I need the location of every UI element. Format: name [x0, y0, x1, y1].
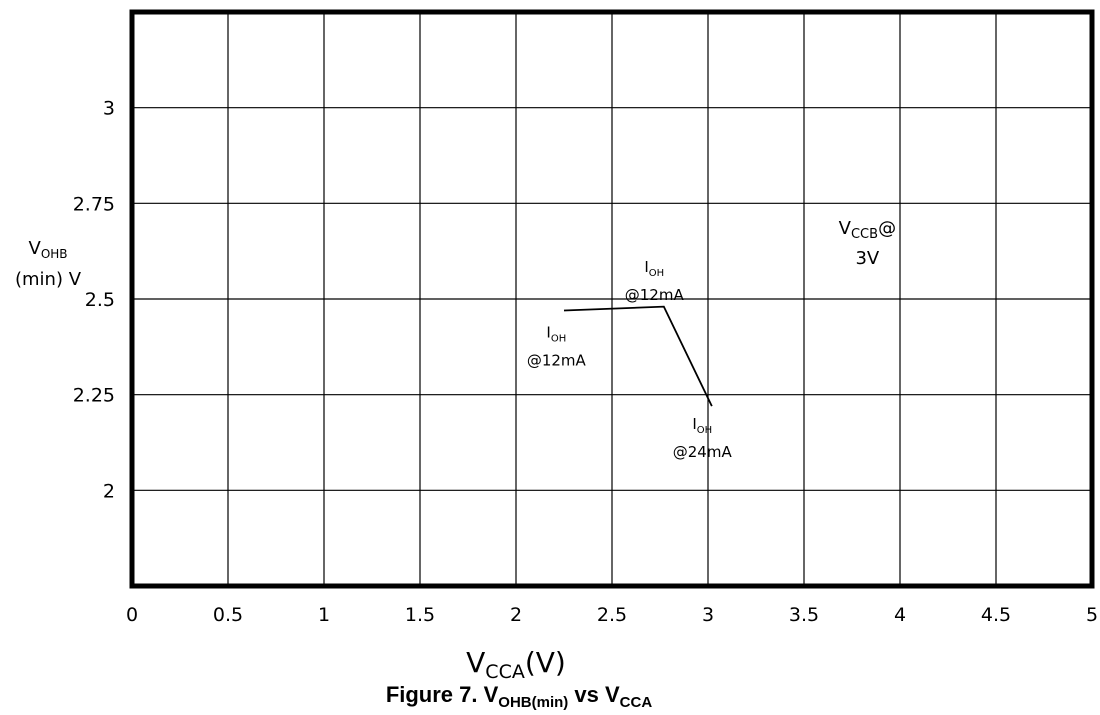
x-tick-label-3: 1.5 [405, 604, 435, 626]
ann-vccb-line1: VCCB@ [839, 218, 896, 242]
x-axis-label-sub: CCA [485, 661, 525, 683]
ann-vccb-line2: 3V [855, 248, 879, 269]
figure-caption: Figure 7. VOHB(min) vs VCCA [386, 682, 653, 711]
ann-ioh-12ma-upper-line2: @12mA [625, 286, 685, 304]
y-axis-label-line2: (min) V [15, 269, 82, 290]
x-tick-label-6: 3 [702, 604, 714, 626]
x-axis-label-main: V [466, 646, 485, 679]
x-axis-label-suffix: (V) [525, 646, 566, 679]
caption-mid: vs V [568, 682, 620, 707]
y-tick-label-3: 2.75 [73, 193, 115, 215]
x-tick-label-10: 5 [1086, 604, 1098, 626]
y-tick-label-2: 2.5 [85, 289, 115, 311]
ann-ioh-12ma-upper-line1: IOH [644, 258, 664, 279]
tick-labels: 0 0.5 1 1.5 2 2.5 3 3.5 4 4.5 5 2 2.25 2.5 2.75 3 [73, 98, 1098, 626]
ann-ioh-24ma-line1: IOH [692, 415, 712, 436]
x-tick-label-5: 2.5 [597, 604, 627, 626]
y-axis-label-sub: OHB [41, 247, 68, 261]
ann-ioh-12ma-lower-line1: IOH [546, 323, 566, 344]
y-tick-label-0: 2 [103, 480, 115, 502]
y-tick-label-1: 2.25 [73, 385, 115, 407]
x-tick-label-0: 0 [126, 604, 138, 626]
x-tick-label-7: 3.5 [789, 604, 819, 626]
caption-prefix: Figure 7. V [386, 682, 499, 707]
x-tick-label-9: 4.5 [981, 604, 1011, 626]
x-tick-label-1: 0.5 [213, 604, 243, 626]
y-axis-label: VOHB [28, 238, 67, 261]
y-axis-label-main: V [28, 238, 41, 259]
x-tick-label-2: 1 [318, 604, 330, 626]
series-lines [563, 305, 713, 407]
ann-ioh-24ma-line2: @24mA [673, 443, 733, 461]
x-tick-label-4: 2 [510, 604, 522, 626]
annotations: VCCB@ 3V IOH @12mA IOH @12mA IOH @24mA [527, 218, 896, 461]
ann-ioh-12ma-lower-line2: @12mA [527, 351, 587, 369]
y-tick-label-4: 3 [103, 98, 115, 120]
grid-lines [132, 11, 1092, 586]
plot-frame [129, 9, 1095, 589]
x-tick-label-8: 4 [894, 604, 906, 626]
caption-sub1: OHB(min) [498, 694, 568, 711]
x-axis-label: VCCA(V) [466, 646, 566, 683]
series-line-0 [563, 305, 713, 407]
caption-sub2: CCA [620, 694, 653, 711]
